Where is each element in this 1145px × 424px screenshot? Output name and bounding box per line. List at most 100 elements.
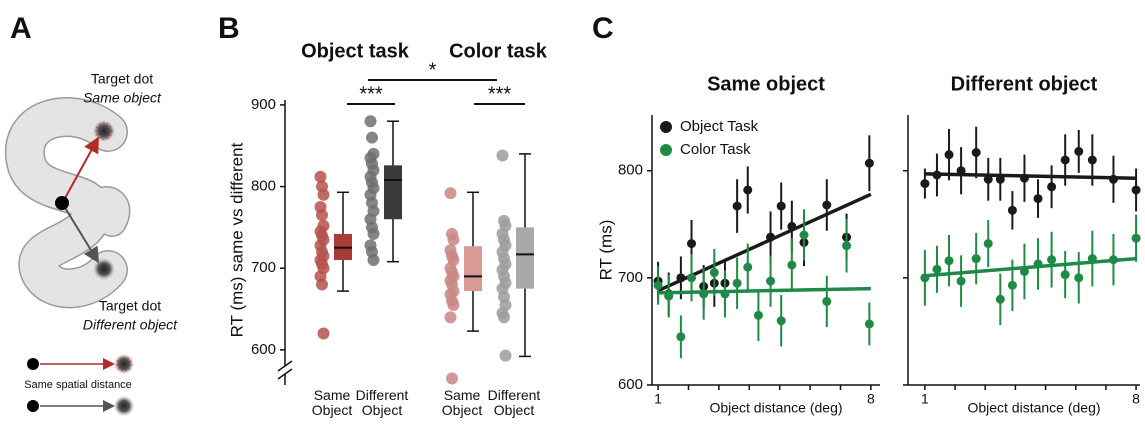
data-point xyxy=(956,276,966,286)
data-point xyxy=(499,349,512,362)
y-axis-label: RT (ms) same vs different xyxy=(227,142,246,337)
box xyxy=(384,165,402,220)
data-point xyxy=(1087,155,1097,165)
x-tick-label: 1 xyxy=(654,391,662,407)
group-title: Object task xyxy=(301,40,410,62)
data-point xyxy=(983,239,993,249)
data-point xyxy=(753,310,763,320)
y-tick-label: 700 xyxy=(251,259,276,276)
data-point xyxy=(447,298,460,311)
data-point xyxy=(676,332,686,342)
data-point xyxy=(944,256,954,266)
data-point xyxy=(787,260,797,270)
object-fill xyxy=(84,187,129,236)
data-point xyxy=(971,148,981,157)
x-axis-label: Object distance (deg) xyxy=(967,400,1100,416)
chart-title: Different object xyxy=(951,73,1098,95)
target-label: Different object xyxy=(83,317,178,333)
data-point xyxy=(1074,273,1084,283)
data-point xyxy=(864,158,874,168)
data-point xyxy=(1131,233,1141,243)
data-point xyxy=(444,187,457,200)
data-point xyxy=(316,209,328,222)
panel-label: B xyxy=(218,12,240,45)
data-point xyxy=(983,174,993,184)
y-tick-label: 600 xyxy=(251,341,276,358)
legend-label: Color Task xyxy=(680,141,751,158)
panel-label: C xyxy=(592,12,614,45)
data-point xyxy=(932,264,942,274)
data-point xyxy=(653,280,663,290)
significance-label: * xyxy=(429,59,437,81)
x-tick-label: Different Object xyxy=(355,387,409,418)
data-point xyxy=(444,311,457,324)
chart-title: Same object xyxy=(707,73,825,95)
data-point xyxy=(920,179,930,189)
data-point xyxy=(709,268,719,277)
target-label: Target dot xyxy=(91,71,153,87)
cue-dot xyxy=(27,358,39,370)
target-ring xyxy=(116,356,132,372)
axis-break xyxy=(277,368,293,380)
box xyxy=(464,246,482,292)
y-tick-label: 800 xyxy=(251,178,276,195)
x-tick-label: 8 xyxy=(867,391,875,407)
x-tick-label: 8 xyxy=(1132,391,1140,407)
data-point xyxy=(995,294,1005,304)
fit-line xyxy=(924,256,1137,278)
group-title: Color task xyxy=(449,40,548,62)
data-point xyxy=(364,115,377,128)
data-point xyxy=(732,278,742,288)
data-point xyxy=(447,233,460,246)
x-tick-label: 1 xyxy=(921,391,929,407)
data-point xyxy=(1131,185,1141,195)
cue-dot xyxy=(55,196,69,210)
x-axis-label: Object distance (deg) xyxy=(709,400,842,416)
x-tick-label: Same Object xyxy=(441,387,483,418)
target-label: Same object xyxy=(83,90,162,106)
data-point xyxy=(496,149,509,162)
data-point xyxy=(1007,205,1017,215)
data-point xyxy=(743,185,753,195)
data-point xyxy=(1047,182,1057,192)
y-tick-label: 900 xyxy=(251,96,276,113)
data-point xyxy=(1047,255,1057,265)
data-point xyxy=(498,311,510,324)
cue-dot xyxy=(27,400,39,412)
target-ring xyxy=(95,122,113,140)
data-point xyxy=(776,201,786,211)
target-dot xyxy=(93,258,115,280)
data-point xyxy=(446,372,458,385)
data-point xyxy=(687,273,697,283)
y-tick-label: 700 xyxy=(618,269,643,286)
data-point xyxy=(367,227,380,240)
caption: Same spatial distance xyxy=(24,379,132,391)
panel-label: A xyxy=(10,12,32,45)
x-tick-label: Different Object xyxy=(487,387,541,418)
data-point xyxy=(842,241,852,251)
box xyxy=(516,227,534,289)
data-point xyxy=(776,316,786,326)
target-ring xyxy=(116,398,132,414)
data-point xyxy=(317,188,330,201)
data-point xyxy=(971,254,981,264)
x-tick-label: Same Object xyxy=(311,387,353,418)
data-point xyxy=(687,239,697,249)
data-point xyxy=(822,200,832,210)
arrow xyxy=(63,205,100,264)
legend-marker xyxy=(660,144,672,156)
data-point xyxy=(1033,194,1043,204)
data-point xyxy=(314,170,327,183)
y-axis-label: RT (ms) xyxy=(596,220,615,281)
data-point xyxy=(944,150,954,160)
data-point xyxy=(864,319,874,329)
data-point xyxy=(366,131,378,144)
arrow xyxy=(63,136,99,201)
target-label: Target dot xyxy=(99,298,161,314)
data-point xyxy=(799,230,809,240)
data-point xyxy=(367,254,380,267)
y-tick-label: 600 xyxy=(618,376,643,393)
legend-marker xyxy=(660,121,672,133)
